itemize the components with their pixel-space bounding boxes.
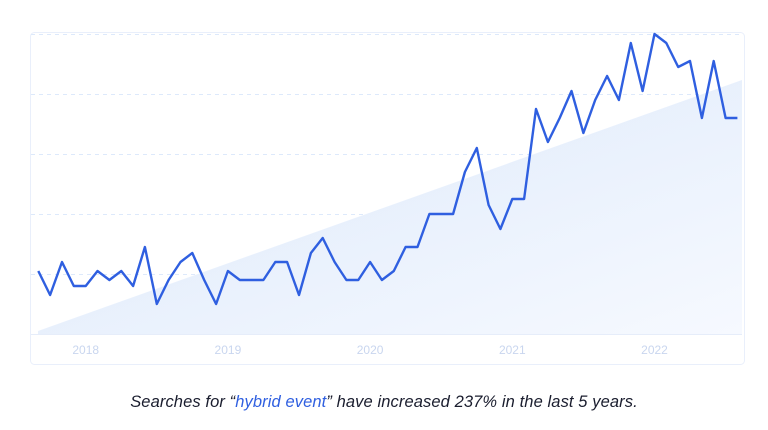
- x-tick-label: 2018: [72, 343, 99, 357]
- series-line: [37, 32, 738, 306]
- x-tick-label: 2020: [357, 343, 384, 357]
- x-tick-label: 2019: [215, 343, 242, 357]
- caption-prefix: Searches for “: [130, 393, 236, 411]
- x-tick-label: 2021: [499, 343, 526, 357]
- x-tick-label: 2022: [641, 343, 668, 357]
- chart-caption: Searches for “hybrid event” have increas…: [0, 393, 768, 412]
- caption-suffix: ” have increased 237% in the last 5 year…: [326, 393, 638, 411]
- trend-area: [38, 80, 742, 334]
- caption-keyword: hybrid event: [235, 393, 327, 411]
